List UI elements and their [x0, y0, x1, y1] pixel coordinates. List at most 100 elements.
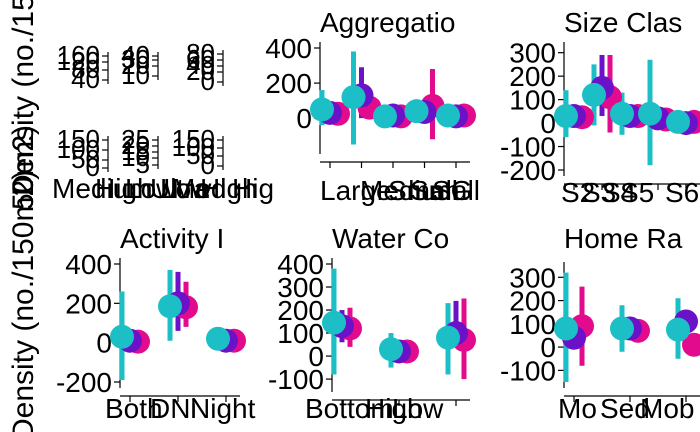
- p1-tick-label: 0: [201, 66, 215, 96]
- panel-title: Home Ra: [564, 223, 683, 254]
- y-tick-label: -100: [268, 364, 324, 395]
- data-point: [404, 99, 429, 124]
- data-point: [666, 317, 690, 342]
- y-tick-label: 0: [540, 108, 556, 139]
- data-point: [310, 97, 334, 122]
- x-tick-label: SG: [432, 175, 472, 206]
- data-point: [666, 109, 690, 134]
- y-tick-label: -200: [56, 367, 112, 398]
- y-tick-label: 100: [509, 309, 556, 340]
- p1-tick-label: 160: [57, 40, 100, 70]
- p1-tick-label: 80: [71, 54, 100, 84]
- y-tick-label: 300: [277, 272, 324, 303]
- p1-category-label: Low: [160, 173, 212, 204]
- x-tick-label: Night: [190, 393, 256, 424]
- x-tick-label: Bottom: [305, 393, 394, 424]
- panel-title: Aggregatio: [320, 7, 455, 38]
- data-point: [373, 104, 397, 129]
- y-tick-label: -100: [500, 355, 556, 386]
- p1-category-label: Medium: [52, 173, 152, 204]
- p1-tick-label: 50: [71, 144, 100, 174]
- y-tick-label: 200: [509, 286, 556, 317]
- x-tick-label: Medium: [360, 175, 460, 206]
- p1-category-label: Ultra: [150, 173, 210, 204]
- panel-title: Water Co: [332, 223, 449, 254]
- y-tick-label: 100: [277, 318, 324, 349]
- data-point: [582, 82, 606, 107]
- data-point: [322, 310, 346, 335]
- data-point: [554, 104, 578, 129]
- p1-tick-label: 20: [121, 50, 150, 80]
- y-tick-label: 0: [308, 341, 324, 372]
- p1-category-label: High: [95, 173, 153, 204]
- y-tick-label: 200: [509, 61, 556, 92]
- x-tick-label: High: [365, 393, 423, 424]
- p1-tick-label: 25: [121, 124, 150, 154]
- p1-tick-label: 120: [57, 46, 100, 76]
- x-tick-label: S2: [561, 177, 595, 208]
- panel-title: Size Clas: [564, 7, 682, 38]
- panel-title: Activity I: [120, 223, 224, 254]
- p1-tick-label: 15: [121, 136, 150, 166]
- p1-tick-label: 30: [121, 44, 150, 74]
- x-tick-label: Both: [105, 393, 163, 424]
- y-axis-label-top: Density (no./15: [7, 0, 40, 196]
- p1-tick-label: 0: [201, 150, 215, 180]
- x-tick-label: Mo: [558, 393, 597, 424]
- p1-category-label: Med: [172, 173, 226, 204]
- y-axis-label-mid: 50m2): [7, 125, 40, 210]
- p1-tick-label: 5: [136, 149, 150, 179]
- y-axis-label-bottom: Density (no./150m2): [7, 170, 40, 432]
- data-point: [610, 316, 634, 341]
- p1-category-label: Low: [125, 173, 177, 204]
- p1-tick-label: 20: [186, 56, 215, 86]
- y-tick-label: 0: [540, 332, 556, 363]
- x-tick-label: Small: [410, 175, 480, 206]
- p1-tick-label: 100: [172, 132, 215, 162]
- y-tick-label: 300: [509, 262, 556, 293]
- y-tick-label: 100: [509, 85, 556, 116]
- y-tick-label: 300: [509, 38, 556, 69]
- y-tick-label: 0: [296, 103, 312, 134]
- y-tick-label: -100: [500, 132, 556, 163]
- data-point: [110, 324, 134, 349]
- p1-tick-label: 100: [57, 134, 100, 164]
- p1-tick-label: 20: [121, 130, 150, 160]
- data-point: [436, 103, 460, 128]
- data-point: [379, 337, 403, 362]
- p1-tick-label: 0: [86, 152, 100, 182]
- x-tick-label: S3: [582, 177, 616, 208]
- data-point: [554, 316, 578, 341]
- p1-tick-label: 150: [57, 124, 100, 154]
- x-tick-label: Small: [388, 175, 458, 206]
- p1-tick-label: 10: [121, 60, 150, 90]
- y-tick-label: 400: [65, 249, 112, 280]
- p1-tick-label: 40: [121, 40, 150, 70]
- x-tick-label: Low: [392, 393, 444, 424]
- x-tick-label: S6: [665, 177, 699, 208]
- y-tick-label: 0: [96, 328, 112, 359]
- x-tick-label: Mob: [640, 393, 694, 424]
- data-point: [638, 101, 662, 126]
- data-point: [682, 332, 700, 357]
- x-tick-label: Sed: [600, 393, 650, 424]
- p1-tick-label: 60: [186, 44, 215, 74]
- data-point: [158, 294, 182, 319]
- p1-tick-label: 80: [186, 38, 215, 68]
- y-tick-label: 200: [277, 295, 324, 326]
- p1-tick-label: 50: [186, 140, 215, 170]
- p1-tick-label: 40: [186, 50, 215, 80]
- p1-tick-label: 40: [71, 64, 100, 94]
- y-tick-label: -200: [500, 155, 556, 186]
- data-point: [341, 85, 366, 110]
- p1-tick-label: 10: [121, 142, 150, 172]
- data-point: [436, 325, 460, 350]
- y-tick-label: 200: [265, 68, 312, 99]
